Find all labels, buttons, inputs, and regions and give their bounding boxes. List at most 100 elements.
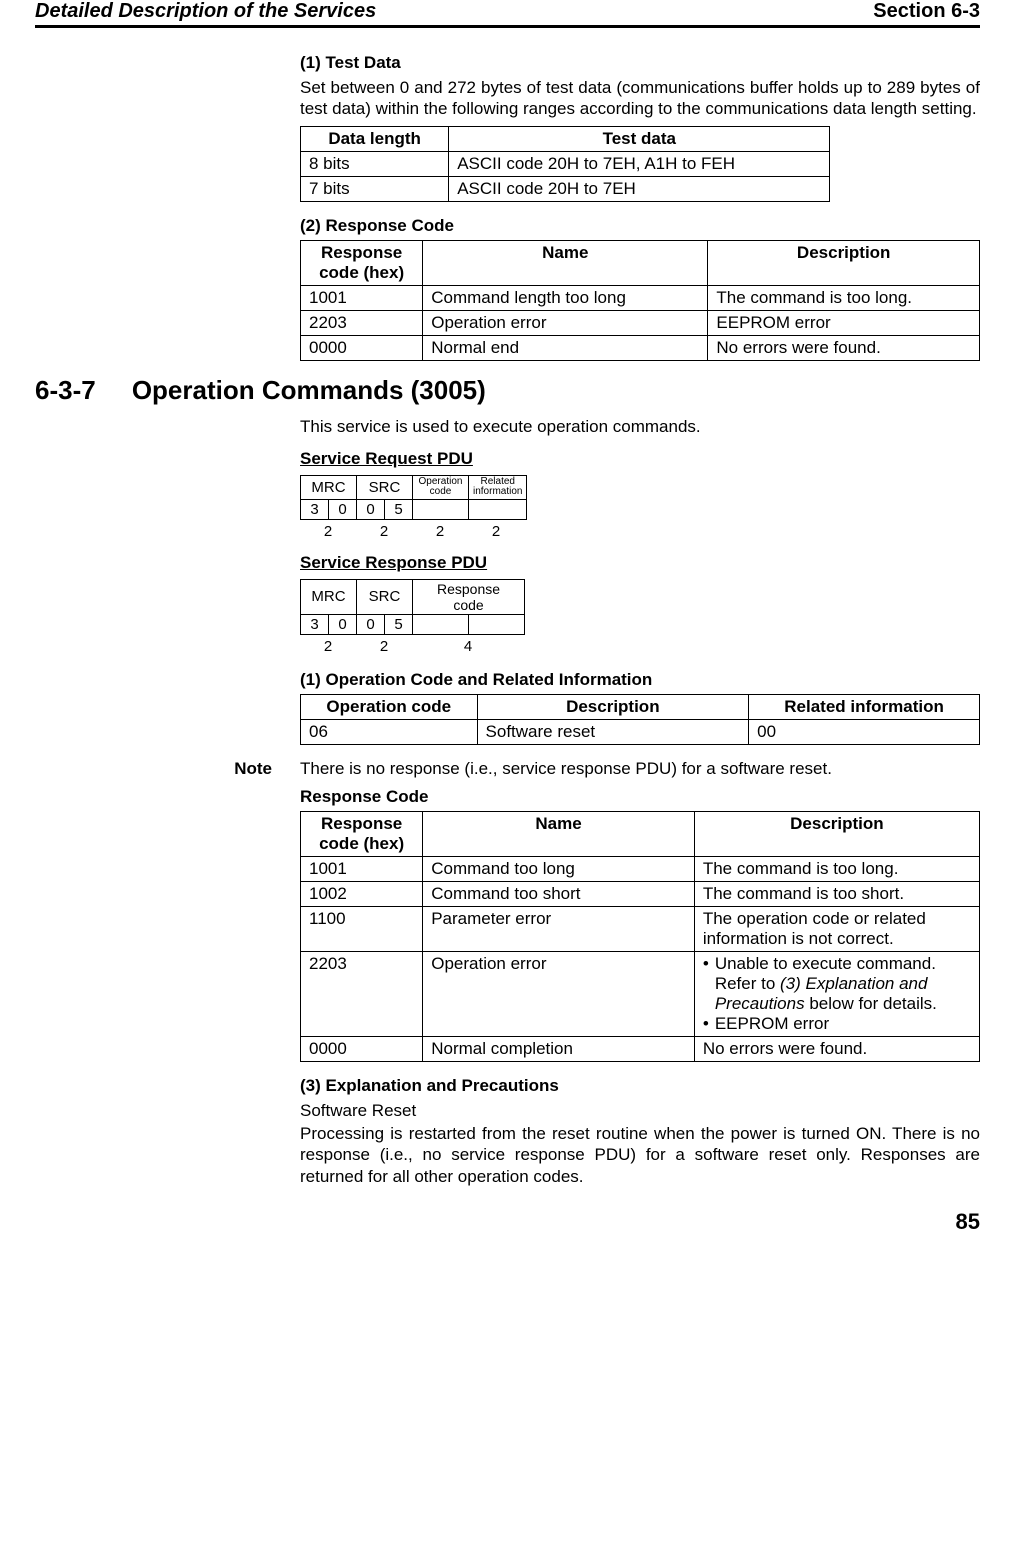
- table-row: 8 bits ASCII code 20H to 7EH, A1H to FEH: [301, 151, 830, 176]
- section-6-3-7-heading: 6-3-7 Operation Commands (3005): [35, 375, 980, 406]
- cell: 1100: [301, 906, 423, 951]
- table-row: 1100Parameter errorThe operation code or…: [301, 906, 980, 951]
- col-description: Description: [708, 240, 980, 285]
- table-row: 2203 Operation error EEPROM error: [301, 310, 980, 335]
- pdu-src-label: SRC: [357, 475, 413, 499]
- pdu-cell: 0: [329, 499, 357, 519]
- content-column-3: Response Code Response code (hex) Name D…: [300, 787, 980, 1187]
- cell: EEPROM error: [708, 310, 980, 335]
- response-code-table-1: Response code (hex) Name Description 100…: [300, 240, 980, 361]
- cell: Normal end: [423, 335, 708, 360]
- table-header-row: Operation code Description Related infor…: [301, 694, 980, 719]
- cell: ASCII code 20H to 7EH, A1H to FEH: [449, 151, 830, 176]
- cell: 1001: [301, 856, 423, 881]
- note-body: There is no response (i.e., service resp…: [300, 759, 980, 779]
- response-code-heading-2: Response Code: [300, 787, 980, 807]
- cell: 2203: [301, 310, 423, 335]
- test-data-heading: (1) Test Data: [300, 53, 980, 73]
- col-name: Name: [423, 811, 695, 856]
- cell: 06: [301, 719, 478, 744]
- col-description: Description: [477, 694, 749, 719]
- test-data-table: Data length Test data 8 bits ASCII code …: [300, 126, 830, 202]
- table-row: 2203Operation error•Unable to execute co…: [301, 951, 980, 1036]
- col-related-info: Related information: [749, 694, 980, 719]
- service-request-pdu-heading: Service Request PDU: [300, 449, 980, 469]
- table-header-row: Response code (hex) Name Description: [301, 240, 980, 285]
- cell: No errors were found.: [694, 1036, 979, 1061]
- table-header-row: Response code (hex) Name Description: [301, 811, 980, 856]
- pdu-mrc-label: MRC: [301, 579, 357, 614]
- pdu-cell-empty: [469, 499, 527, 519]
- table-row: 1002Command too shortThe command is too …: [301, 881, 980, 906]
- pdu-cell: 3: [301, 614, 329, 634]
- table-row: 1001 Command length too long The command…: [301, 285, 980, 310]
- explanation-precautions-heading: (3) Explanation and Precautions: [300, 1076, 980, 1096]
- pdu-width: 2: [300, 637, 356, 656]
- pdu-width-row: 2 2 4: [300, 637, 524, 656]
- table-header-row: Data length Test data: [301, 126, 830, 151]
- pdu-width: 2: [412, 522, 468, 541]
- note-row: Note There is no response (i.e., service…: [35, 759, 980, 779]
- section-number: 6-3-7: [35, 375, 96, 405]
- cell: Operation error: [423, 951, 695, 1036]
- cell: 0000: [301, 335, 423, 360]
- table-row: 0000Normal completionNo errors were foun…: [301, 1036, 980, 1061]
- pdu-mrc-label: MRC: [301, 475, 357, 499]
- cell: 0000: [301, 1036, 423, 1061]
- cell: ASCII code 20H to 7EH: [449, 176, 830, 201]
- page-header: Detailed Description of the Services Sec…: [35, 0, 980, 28]
- content-column: (1) Test Data Set between 0 and 272 byte…: [300, 53, 980, 361]
- col-respcode: Response code (hex): [301, 811, 423, 856]
- table-row: 1001Command too longThe command is too l…: [301, 856, 980, 881]
- pdu-label-row: MRC SRC Operationcode Relatedinformation: [301, 475, 527, 499]
- col-data-length: Data length: [301, 126, 449, 151]
- page-number: 85: [35, 1209, 980, 1235]
- header-section-right: Section 6-3: [873, 0, 980, 23]
- cell: Parameter error: [423, 906, 695, 951]
- response-code-table-2: Response code (hex) Name Description 100…: [300, 811, 980, 1062]
- col-respcode: Response code (hex): [301, 240, 423, 285]
- cell: No errors were found.: [708, 335, 980, 360]
- pdu-width: 2: [356, 522, 412, 541]
- pdu-width: 2: [300, 522, 356, 541]
- pdu-cell-empty: [413, 499, 469, 519]
- pdu-cell: 5: [385, 614, 413, 634]
- cell: The operation code or related informatio…: [694, 906, 979, 951]
- content-column-2: This service is used to execute operatio…: [300, 416, 980, 745]
- cell: Normal completion: [423, 1036, 695, 1061]
- table-row: 7 bits ASCII code 20H to 7EH: [301, 176, 830, 201]
- col-description: Description: [694, 811, 979, 856]
- pdu-src-label: SRC: [357, 579, 413, 614]
- cell: 8 bits: [301, 151, 449, 176]
- cell: 7 bits: [301, 176, 449, 201]
- pdu-related-info-label: Relatedinformation: [469, 475, 527, 499]
- response-code-heading-1: (2) Response Code: [300, 216, 980, 236]
- pdu-label-row: MRC SRC Responsecode: [301, 579, 525, 614]
- pdu-cell-empty: [469, 614, 525, 634]
- pdu-cell: 0: [357, 614, 385, 634]
- cell: Command too short: [423, 881, 695, 906]
- cell: •Unable to execute command. Refer to (3)…: [694, 951, 979, 1036]
- op-code-related-heading: (1) Operation Code and Related Informati…: [300, 670, 980, 690]
- software-reset-subheading: Software Reset: [300, 1100, 980, 1121]
- cell: 00: [749, 719, 980, 744]
- service-response-pdu-heading: Service Response PDU: [300, 553, 980, 573]
- pdu-width: 2: [468, 522, 524, 541]
- col-opcode: Operation code: [301, 694, 478, 719]
- cell: Software reset: [477, 719, 749, 744]
- pdu-cell: 0: [357, 499, 385, 519]
- pdu-cell: 5: [385, 499, 413, 519]
- cell: 1001: [301, 285, 423, 310]
- col-test-data: Test data: [449, 126, 830, 151]
- service-response-pdu-table: MRC SRC Responsecode 3 0 0 5: [300, 579, 525, 635]
- pdu-value-row: 3 0 0 5: [301, 614, 525, 634]
- col-name: Name: [423, 240, 708, 285]
- table-row: 06 Software reset 00: [301, 719, 980, 744]
- pdu-cell: 3: [301, 499, 329, 519]
- pdu-operation-code-label: Operationcode: [413, 475, 469, 499]
- cell: The command is too long.: [694, 856, 979, 881]
- cell: Command too long: [423, 856, 695, 881]
- software-reset-paragraph: Processing is restarted from the reset r…: [300, 1123, 980, 1187]
- pdu-response-code-label: Responsecode: [413, 579, 525, 614]
- pdu-value-row: 3 0 0 5: [301, 499, 527, 519]
